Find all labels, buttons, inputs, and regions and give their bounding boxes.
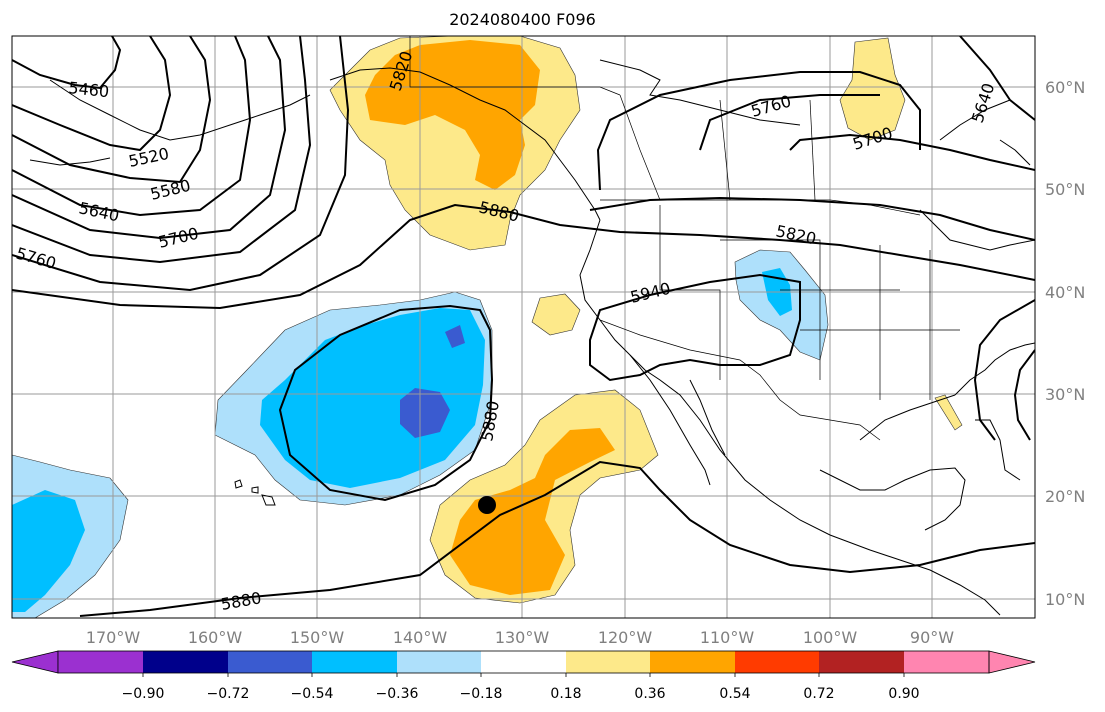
colorbar-extend-min [11,650,59,674]
anomaly-fill-layer: 5460 5520 5580 5640 5700 5760 5820 5880 … [12,36,1035,618]
colorbar-tick-label: −0.72 [207,686,250,702]
lon-tick-label: 150°W [290,628,345,647]
lon-tick-label: 100°W [803,628,858,647]
colorbar-tick-label: 0.54 [719,686,750,702]
colorbar-tick-label: −0.54 [291,686,334,702]
colorbar-segment [228,651,312,673]
lat-tick-label: 60°N [1045,78,1085,97]
lat-tick-label: 30°N [1045,385,1085,404]
lon-tick-label: 120°W [598,628,653,647]
colorbar-segment [58,651,143,673]
anomaly-area-west-mid [12,490,85,612]
lat-tick-label: 40°N [1045,283,1085,302]
height-contours [12,36,1035,617]
lon-tick-label: 160°W [188,628,243,647]
lon-tick-label: 130°W [495,628,550,647]
lon-tick-label: 90°W [910,628,954,647]
lon-tick-label: 140°W [393,628,448,647]
colorbar-tick-label: 0.90 [888,686,919,702]
colorbar-tick-label: 0.36 [634,686,665,702]
colorbar [11,650,1036,677]
colorbar-segment [397,651,481,673]
colorbar-tick-label: −0.18 [460,686,503,702]
storm-position-marker [478,496,496,514]
hawaii-islands [234,479,276,506]
colorbar-segment [481,651,566,673]
lat-tick-label: 10°N [1045,590,1085,609]
lon-tick-label: 170°W [86,628,141,647]
coastlines [29,59,1035,616]
anomaly-area-centralpac-core2 [445,325,465,348]
lat-tick-label: 50°N [1045,180,1085,199]
anomaly-area-centralpac-core [400,388,450,438]
contour-labels: 5460 5520 5580 5640 5700 5760 5820 5880 … [14,49,998,614]
anomaly-area-alaska-strong [365,40,540,190]
colorbar-segment [819,651,904,673]
lon-tick-label: 110°W [700,628,755,647]
lat-tick-label: 20°N [1045,487,1085,506]
colorbar-tick-label: 0.18 [550,686,581,702]
colorbar-segment [650,651,735,673]
chart-title: 2024080400 F096 [449,10,596,29]
colorbar-segment [904,651,989,673]
lat-axis: 60°N 50°N 40°N 30°N 20°N 10°N [1045,78,1085,609]
anomaly-area-canada [839,37,906,141]
colorbar-segment [735,651,819,673]
lon-axis: 170°W 160°W 150°W 140°W 130°W 120°W 110°… [86,628,954,647]
contour-label: 5460 [68,78,110,101]
colorbar-labels: −0.90 −0.72 −0.54 −0.36 −0.18 0.18 0.36 … [122,686,920,702]
colorbar-frame [57,650,990,674]
colorbar-tick-label: 0.72 [803,686,834,702]
colorbar-extend-max [988,650,1036,674]
anomaly-area-california [531,293,581,336]
political-borders [409,36,960,441]
colorbar-tick-label: −0.90 [122,686,165,702]
map-frame [11,35,1036,619]
colorbar-segment [312,651,397,673]
anomaly-area-eastpac-strong [450,428,615,595]
anomaly-area-florida [934,394,963,431]
colorbar-segment [566,651,650,673]
graticule [12,36,1035,618]
colorbar-segment [143,651,228,673]
colorbar-tick-label: −0.36 [376,686,419,702]
